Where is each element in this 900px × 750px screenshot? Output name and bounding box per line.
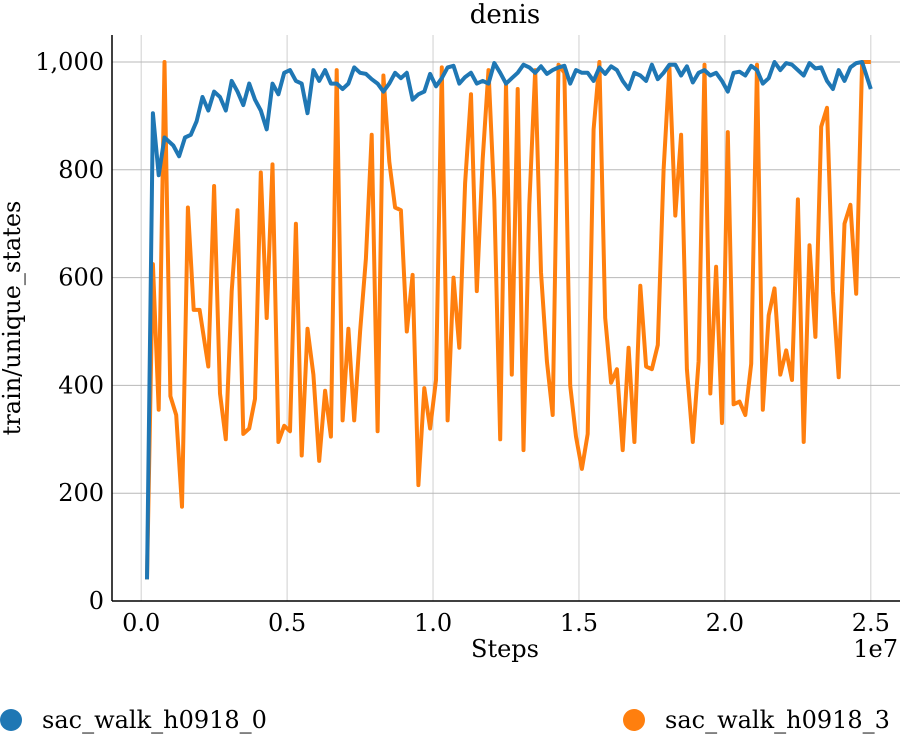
- x-tick-label: 1.5: [560, 609, 598, 637]
- y-tick-label: 1,000: [35, 48, 104, 76]
- legend-item-series-1: sac_walk_h0918_3: [623, 700, 890, 740]
- y-tick-label: 0: [89, 587, 104, 615]
- series-layer: [145, 60, 873, 580]
- legend-item-series-0: sac_walk_h0918_0: [0, 700, 267, 740]
- legend-marker-icon: [0, 709, 22, 731]
- chart-title: denis: [470, 0, 540, 30]
- series-line-0: [145, 60, 873, 580]
- y-tick-label: 600: [58, 264, 104, 292]
- series-line-1: [145, 60, 871, 580]
- legend-marker-icon: [623, 709, 645, 731]
- legend-label: sac_walk_h0918_0: [42, 706, 267, 734]
- axes: [111, 35, 900, 602]
- y-tick-label: 200: [58, 479, 104, 507]
- x-tick-label: 1.0: [414, 609, 452, 637]
- x-tick-label: 2.0: [706, 609, 744, 637]
- x-axis-label: Steps: [471, 635, 539, 663]
- y-tick-label: 400: [58, 371, 104, 399]
- x-tick-label: 0.5: [268, 609, 306, 637]
- y-tick-label: 800: [58, 156, 104, 184]
- x-tick-label: 0.0: [122, 609, 160, 637]
- x-axis-offset-label: 1e7: [853, 635, 898, 663]
- x-tick-label: 2.5: [852, 609, 890, 637]
- y-axis-label: train/unique_states: [0, 201, 26, 436]
- ticks: 0.0 0.5 1.0 1.5 2.0 2.5 0 200 400 600 800 1,000: [35, 48, 890, 637]
- legend-label: sac_walk_h0918_3: [665, 706, 890, 734]
